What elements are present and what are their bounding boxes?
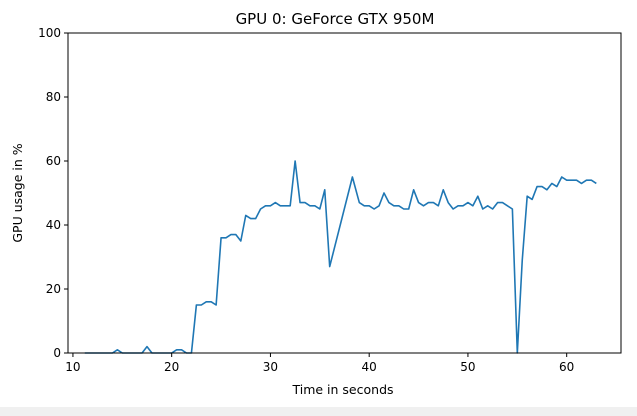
plot-area xyxy=(67,32,622,354)
y-tick-label: 20 xyxy=(46,282,61,296)
y-tick-label: 60 xyxy=(46,154,61,168)
y-axis-ticks: 0 20 40 60 80 100 xyxy=(38,26,68,360)
x-tick-label: 40 xyxy=(362,360,377,374)
y-tick-label: 0 xyxy=(53,346,61,360)
x-tick-label: 30 xyxy=(263,360,278,374)
y-tick-label: 40 xyxy=(46,218,61,232)
x-axis-ticks: 10 20 30 40 50 60 xyxy=(65,353,574,374)
x-tick-label: 50 xyxy=(460,360,475,374)
y-tick-label: 100 xyxy=(38,26,61,40)
window-bottom-strip xyxy=(0,407,637,416)
chart-title: GPU 0: GeForce GTX 950M xyxy=(236,10,435,28)
y-tick-label: 80 xyxy=(46,90,61,104)
x-tick-label: 10 xyxy=(65,360,80,374)
x-axis-label: Time in seconds xyxy=(291,382,393,397)
x-tick-label: 20 xyxy=(164,360,179,374)
plot-frame xyxy=(67,32,622,354)
series-line xyxy=(84,160,597,354)
x-tick-label: 60 xyxy=(559,360,574,374)
y-axis-label: GPU usage in % xyxy=(10,143,25,242)
